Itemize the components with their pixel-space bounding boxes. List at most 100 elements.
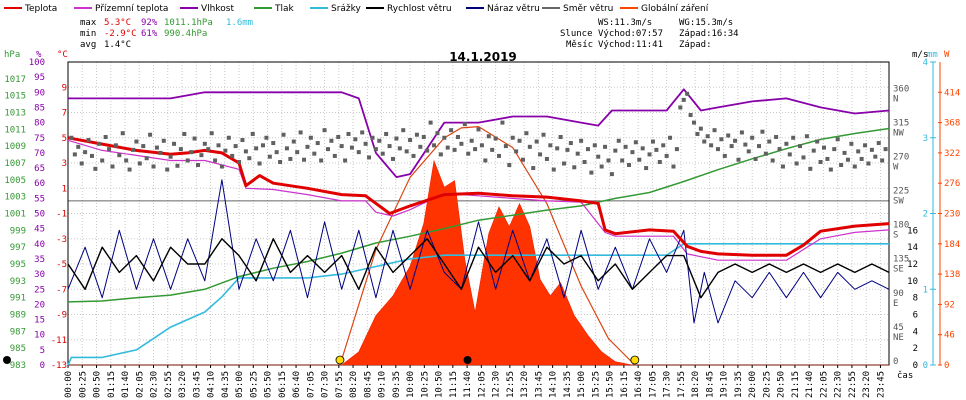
stat-max-label: max	[80, 18, 97, 28]
wind-direction-point	[387, 144, 392, 149]
tick-label-x: 16:40	[634, 371, 644, 398]
wind-direction-point	[637, 157, 642, 162]
tick-label-x: 20:25	[762, 371, 772, 398]
wind-direction-point	[127, 167, 132, 172]
tick-label-x: 12:55	[506, 371, 516, 398]
wind-direction-point	[367, 155, 372, 160]
wind-direction-point	[134, 139, 139, 144]
wind-direction-point	[822, 145, 827, 150]
tick-label-x: 03:20	[178, 371, 188, 398]
series-tlak	[67, 127, 890, 303]
wind-direction-point	[264, 135, 269, 140]
wind-direction-point	[206, 147, 211, 152]
tick-label-x: 05:50	[264, 371, 274, 398]
wind-direction-point	[223, 148, 228, 153]
tick-label-wm2: 230	[944, 210, 960, 220]
wind-direction-point	[267, 154, 272, 159]
tick-label-temp: -9	[56, 311, 67, 321]
tick-label-ms: 16	[907, 226, 918, 236]
axis-unit-pct: %	[36, 50, 42, 60]
tick-label-hpa: 1011	[4, 125, 26, 135]
wind-direction-point	[664, 153, 669, 158]
tick-label-x: 23:20	[862, 371, 872, 398]
tick-label-x: 12:05	[477, 371, 487, 398]
tick-label-temp: -3	[56, 235, 67, 245]
tick-label-dir-name: W	[893, 162, 899, 172]
moon-marker-left	[3, 356, 11, 364]
tick-label-mm: 2	[923, 210, 928, 220]
wind-direction-point	[863, 143, 868, 148]
tick-label-pct: 45	[34, 225, 45, 235]
wind-direction-point	[435, 131, 440, 136]
tick-label-x: 16:15	[620, 371, 630, 398]
wind-direction-point	[712, 128, 717, 133]
tick-label-hpa: 1005	[4, 176, 26, 186]
series-rychlost-vetru	[67, 238, 890, 299]
wind-direction-point	[425, 148, 430, 153]
wind-direction-point	[490, 147, 495, 152]
tick-label-temp: 7	[62, 109, 67, 119]
axis-unit-x: čas	[897, 370, 913, 381]
legend-label: Tlak	[274, 4, 295, 14]
wind-direction-point	[421, 134, 426, 139]
wind-direction-point	[86, 138, 91, 143]
wind-direction-point	[158, 150, 163, 155]
stat-avg-label: avg	[80, 40, 96, 50]
wind-direction-point	[79, 161, 84, 166]
tick-label-wm2: 414	[944, 88, 960, 98]
wind-direction-point	[278, 159, 283, 164]
wind-direction-point	[305, 144, 310, 149]
wind-direction-point	[845, 157, 850, 162]
wind-direction-point	[83, 150, 88, 155]
wind-direction-point	[811, 148, 816, 153]
axis-unit-hpa: hPa	[4, 50, 20, 60]
wind-direction-point	[739, 130, 744, 135]
axis-unit-temp: °C	[57, 50, 68, 60]
stat-max-hum: 92%	[141, 18, 158, 28]
wind-direction-point	[257, 161, 262, 166]
wind-direction-point	[473, 147, 478, 152]
tick-label-x: 23:45	[876, 371, 886, 398]
wind-direction-point	[219, 164, 224, 169]
tick-label-hpa: 997	[10, 243, 26, 253]
wind-direction-point	[322, 128, 327, 133]
stat-max-rain: 1.6mm	[226, 18, 253, 28]
wind-direction-point	[339, 144, 344, 149]
wind-direction-point	[414, 132, 419, 137]
tick-label-mm: 3	[923, 134, 928, 144]
tick-label-hpa: 1003	[4, 193, 26, 203]
wind-direction-point	[455, 134, 460, 139]
wind-direction-point	[449, 128, 454, 133]
wind-direction-point	[592, 143, 597, 148]
wind-direction-point	[107, 147, 112, 152]
tick-label-x: 01:15	[107, 371, 117, 398]
wind-direction-point	[770, 158, 775, 163]
wind-direction-point	[247, 156, 252, 161]
tick-label-pct: 25	[34, 285, 45, 295]
wind-direction-point	[462, 122, 467, 127]
wind-direction-point	[404, 149, 409, 154]
tick-label-pct: 20	[34, 300, 45, 310]
wind-direction-point	[411, 153, 416, 158]
wind-direction-point	[883, 147, 888, 152]
wind-direction-point	[394, 136, 399, 141]
tick-label-x: 13:45	[534, 371, 544, 398]
wind-direction-point	[302, 157, 307, 162]
tick-label-temp: -1	[56, 210, 67, 220]
tick-label-x: 13:20	[520, 371, 530, 398]
tick-label-hpa: 991	[10, 294, 26, 304]
wind-direction-point	[692, 120, 697, 125]
wind-direction-point	[295, 150, 300, 155]
info-sun-set: Západ:16:34	[679, 29, 739, 39]
tick-label-x: 11:15	[449, 371, 459, 398]
tick-label-dir: 270	[893, 152, 909, 162]
tick-label-dir: 90	[893, 289, 904, 299]
wind-direction-point	[390, 156, 395, 161]
wind-direction-point	[869, 147, 874, 152]
tick-label-pct: 80	[34, 119, 45, 129]
tick-label-x: 22:55	[848, 371, 858, 398]
tick-label-x: 21:15	[791, 371, 801, 398]
wind-direction-point	[839, 163, 844, 168]
wind-direction-point	[818, 159, 823, 164]
